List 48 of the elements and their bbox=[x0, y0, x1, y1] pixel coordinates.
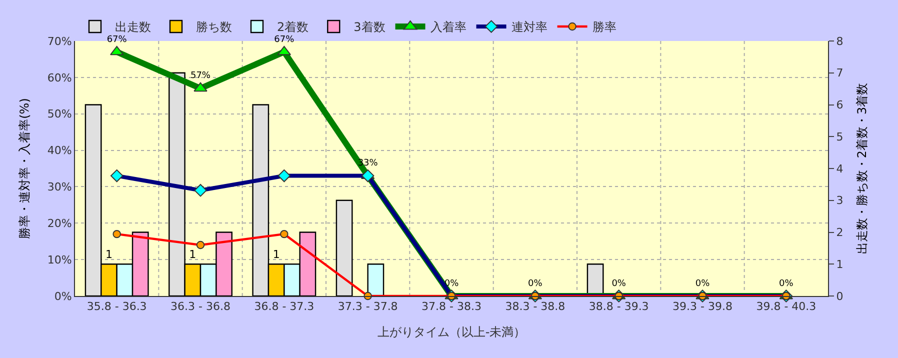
bar bbox=[336, 200, 353, 296]
data-label: 0% bbox=[612, 278, 626, 289]
y-tick-label: 50% bbox=[47, 108, 72, 121]
legend-label: 3着数 bbox=[354, 20, 386, 34]
legend-label: 勝ち数 bbox=[196, 20, 232, 34]
legend-label: 勝率 bbox=[592, 20, 616, 34]
bar bbox=[367, 264, 384, 296]
x-tick-label: 39.8 - 40.3 bbox=[756, 300, 816, 314]
x-tick-label: 38.3 - 38.8 bbox=[505, 300, 566, 314]
y2-tick-label: 8 bbox=[836, 34, 844, 48]
y2-tick-label: 4 bbox=[836, 162, 844, 176]
data-label: 0% bbox=[528, 278, 543, 289]
x-tick-label: 39.3 - 39.8 bbox=[672, 300, 732, 314]
data-label: 1 bbox=[105, 248, 112, 262]
y-tick-label: 60% bbox=[47, 71, 72, 84]
y2-tick-label: 2 bbox=[836, 226, 844, 240]
x-tick-label: 35.8 - 36.3 bbox=[86, 300, 147, 314]
y-tick-label: 10% bbox=[47, 253, 72, 266]
data-label: 0% bbox=[695, 278, 710, 289]
y2-tick-label: 5 bbox=[836, 130, 844, 144]
y2-tick-label: 0 bbox=[836, 290, 844, 303]
legend-label: 連対率 bbox=[511, 20, 548, 34]
legend-label: 2着数 bbox=[277, 20, 309, 34]
x-tick-label: 37.8 - 38.3 bbox=[422, 300, 482, 314]
x-tick-label: 36.3 - 36.8 bbox=[170, 300, 230, 314]
y2-tick-label: 1 bbox=[836, 258, 844, 271]
x-axis-title: 上がりタイム（以上-未満） bbox=[377, 325, 526, 340]
legend-label: 出走数 bbox=[115, 20, 151, 34]
x-tick-label: 37.3 - 37.8 bbox=[338, 300, 398, 314]
data-label: 1 bbox=[272, 248, 280, 262]
y-tick-label: 70% bbox=[47, 34, 72, 48]
data-label: 67% bbox=[274, 34, 295, 45]
y-tick-label: 0% bbox=[54, 290, 72, 303]
data-label: 0% bbox=[779, 278, 794, 289]
x-tick-label: 38.8 - 39.3 bbox=[588, 300, 649, 314]
y2-tick-label: 3 bbox=[836, 194, 844, 208]
y2-tick-label: 6 bbox=[836, 98, 844, 112]
data-label: 1 bbox=[189, 248, 196, 262]
y-tick-label: 30% bbox=[47, 180, 72, 194]
x-tick-label: 36.8 - 37.3 bbox=[254, 300, 314, 314]
y2-tick-label: 7 bbox=[836, 66, 844, 80]
y-tick-label: 40% bbox=[47, 144, 72, 158]
data-label: 57% bbox=[190, 71, 211, 82]
data-label: 67% bbox=[106, 34, 128, 45]
legend-label: 入着率 bbox=[430, 20, 466, 34]
y2-axis-title: 出走数・勝ち数・2着数・3着数 bbox=[855, 82, 870, 254]
y-tick-label: 20% bbox=[47, 216, 72, 230]
y-axis-title: 勝率・連対率・入着率(%) bbox=[18, 98, 32, 239]
